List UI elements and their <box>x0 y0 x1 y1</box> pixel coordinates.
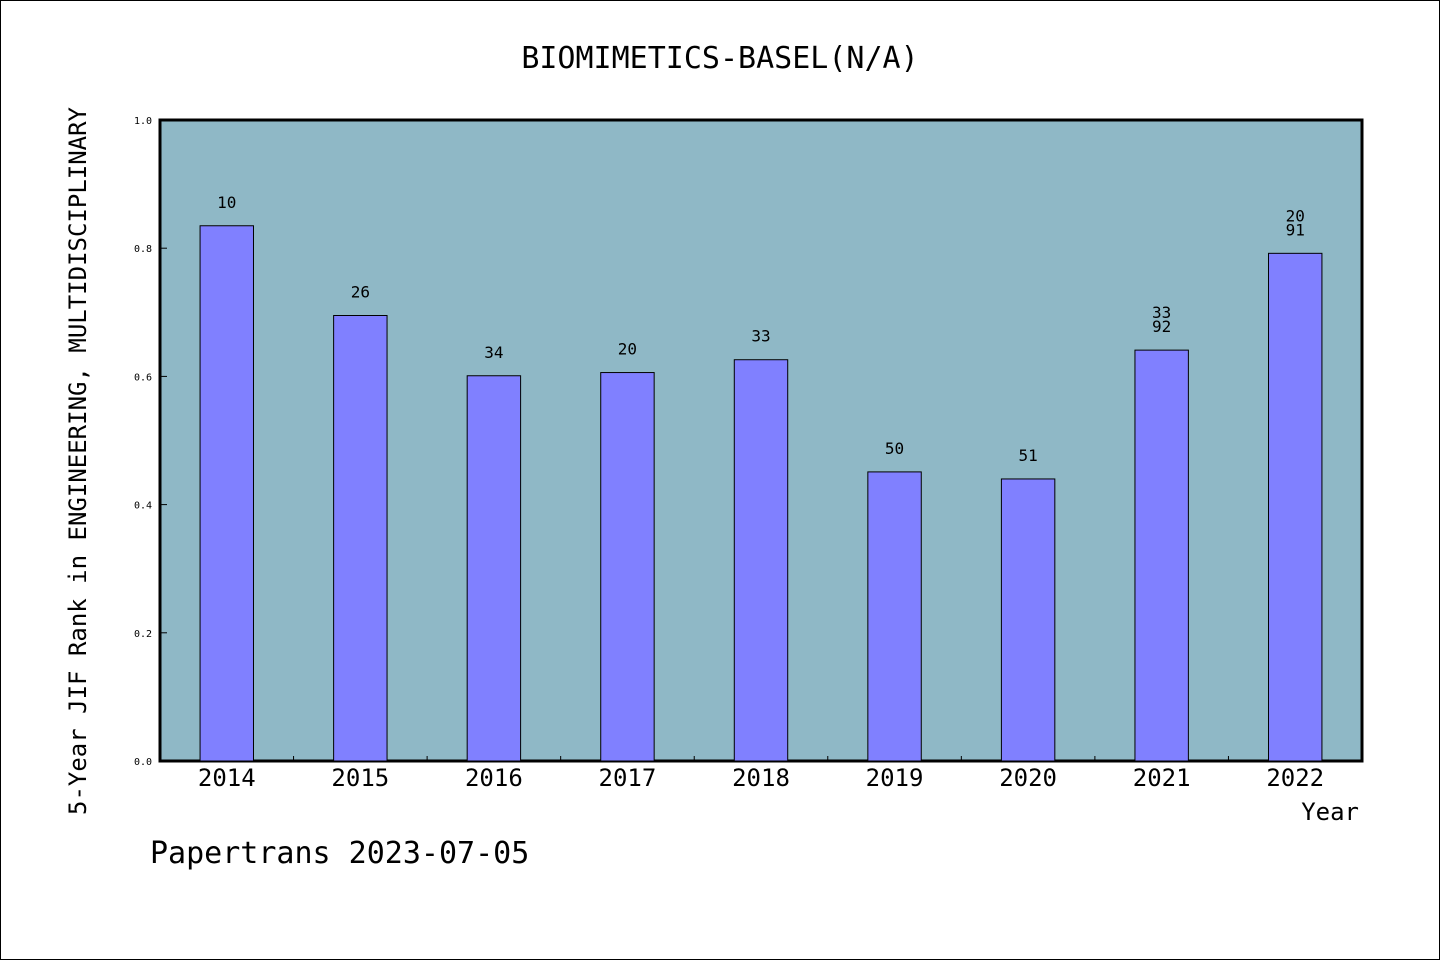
x-axis-label: Year <box>1301 798 1359 826</box>
y-tick-label: 0.4 <box>134 501 152 512</box>
data-label-2021: 33 <box>1152 303 1171 322</box>
data-label-2018: 33 <box>751 327 770 346</box>
x-tick-label: 2022 <box>1266 764 1324 792</box>
chart-title: BIOMIMETICS-BASEL(N/A) <box>521 41 918 76</box>
x-axis: 2014 2015 2016 2017 2018 2019 2020 2021 2022 <box>198 756 1324 792</box>
data-label-2015: 26 <box>351 283 370 302</box>
bar-2022 <box>1268 252 1323 762</box>
bar-2021 <box>1134 349 1189 762</box>
data-label-2019: 50 <box>885 439 904 458</box>
y-tick-label: 0.8 <box>134 244 152 255</box>
x-tick-label: 2020 <box>999 764 1057 792</box>
y-tick-label: 0.2 <box>134 629 152 640</box>
y-tick-label: 0.6 <box>134 372 152 383</box>
data-label-2022: 20 <box>1286 206 1305 225</box>
data-label-2017: 20 <box>618 340 637 359</box>
x-tick-label: 2021 <box>1133 764 1191 792</box>
y-tick-label: 1.0 <box>134 116 152 127</box>
data-label-2022: 91 <box>1286 220 1305 239</box>
data-label-2021: 92 <box>1152 317 1171 336</box>
x-tick-label: 2014 <box>198 764 256 792</box>
footer-text: Papertrans 2023-07-05 <box>150 836 529 871</box>
x-tick-label: 2015 <box>331 764 389 792</box>
y-axis-label: 5-Year JIF Rank in ENGINEERING, MULTIDIS… <box>64 106 92 815</box>
data-label-2016: 34 <box>484 343 503 362</box>
bar-2016 <box>466 375 522 762</box>
x-tick-label: 2019 <box>866 764 924 792</box>
data-label-2014: 10 <box>217 193 236 212</box>
bar-2017 <box>600 372 655 762</box>
bar-2014 <box>199 225 254 762</box>
y-axis: 0.0 0.2 0.4 0.6 0.8 1.0 <box>134 116 167 768</box>
data-label-2020: 51 <box>1018 446 1037 465</box>
bar-2018 <box>733 359 789 762</box>
bar-2019 <box>867 471 922 762</box>
x-tick-label: 2017 <box>599 764 657 792</box>
bar-2015 <box>333 315 388 762</box>
x-tick-label: 2018 <box>732 764 790 792</box>
y-tick-label: 0.0 <box>134 757 152 768</box>
x-tick-label: 2016 <box>465 764 523 792</box>
bar-2020 <box>1000 478 1056 762</box>
